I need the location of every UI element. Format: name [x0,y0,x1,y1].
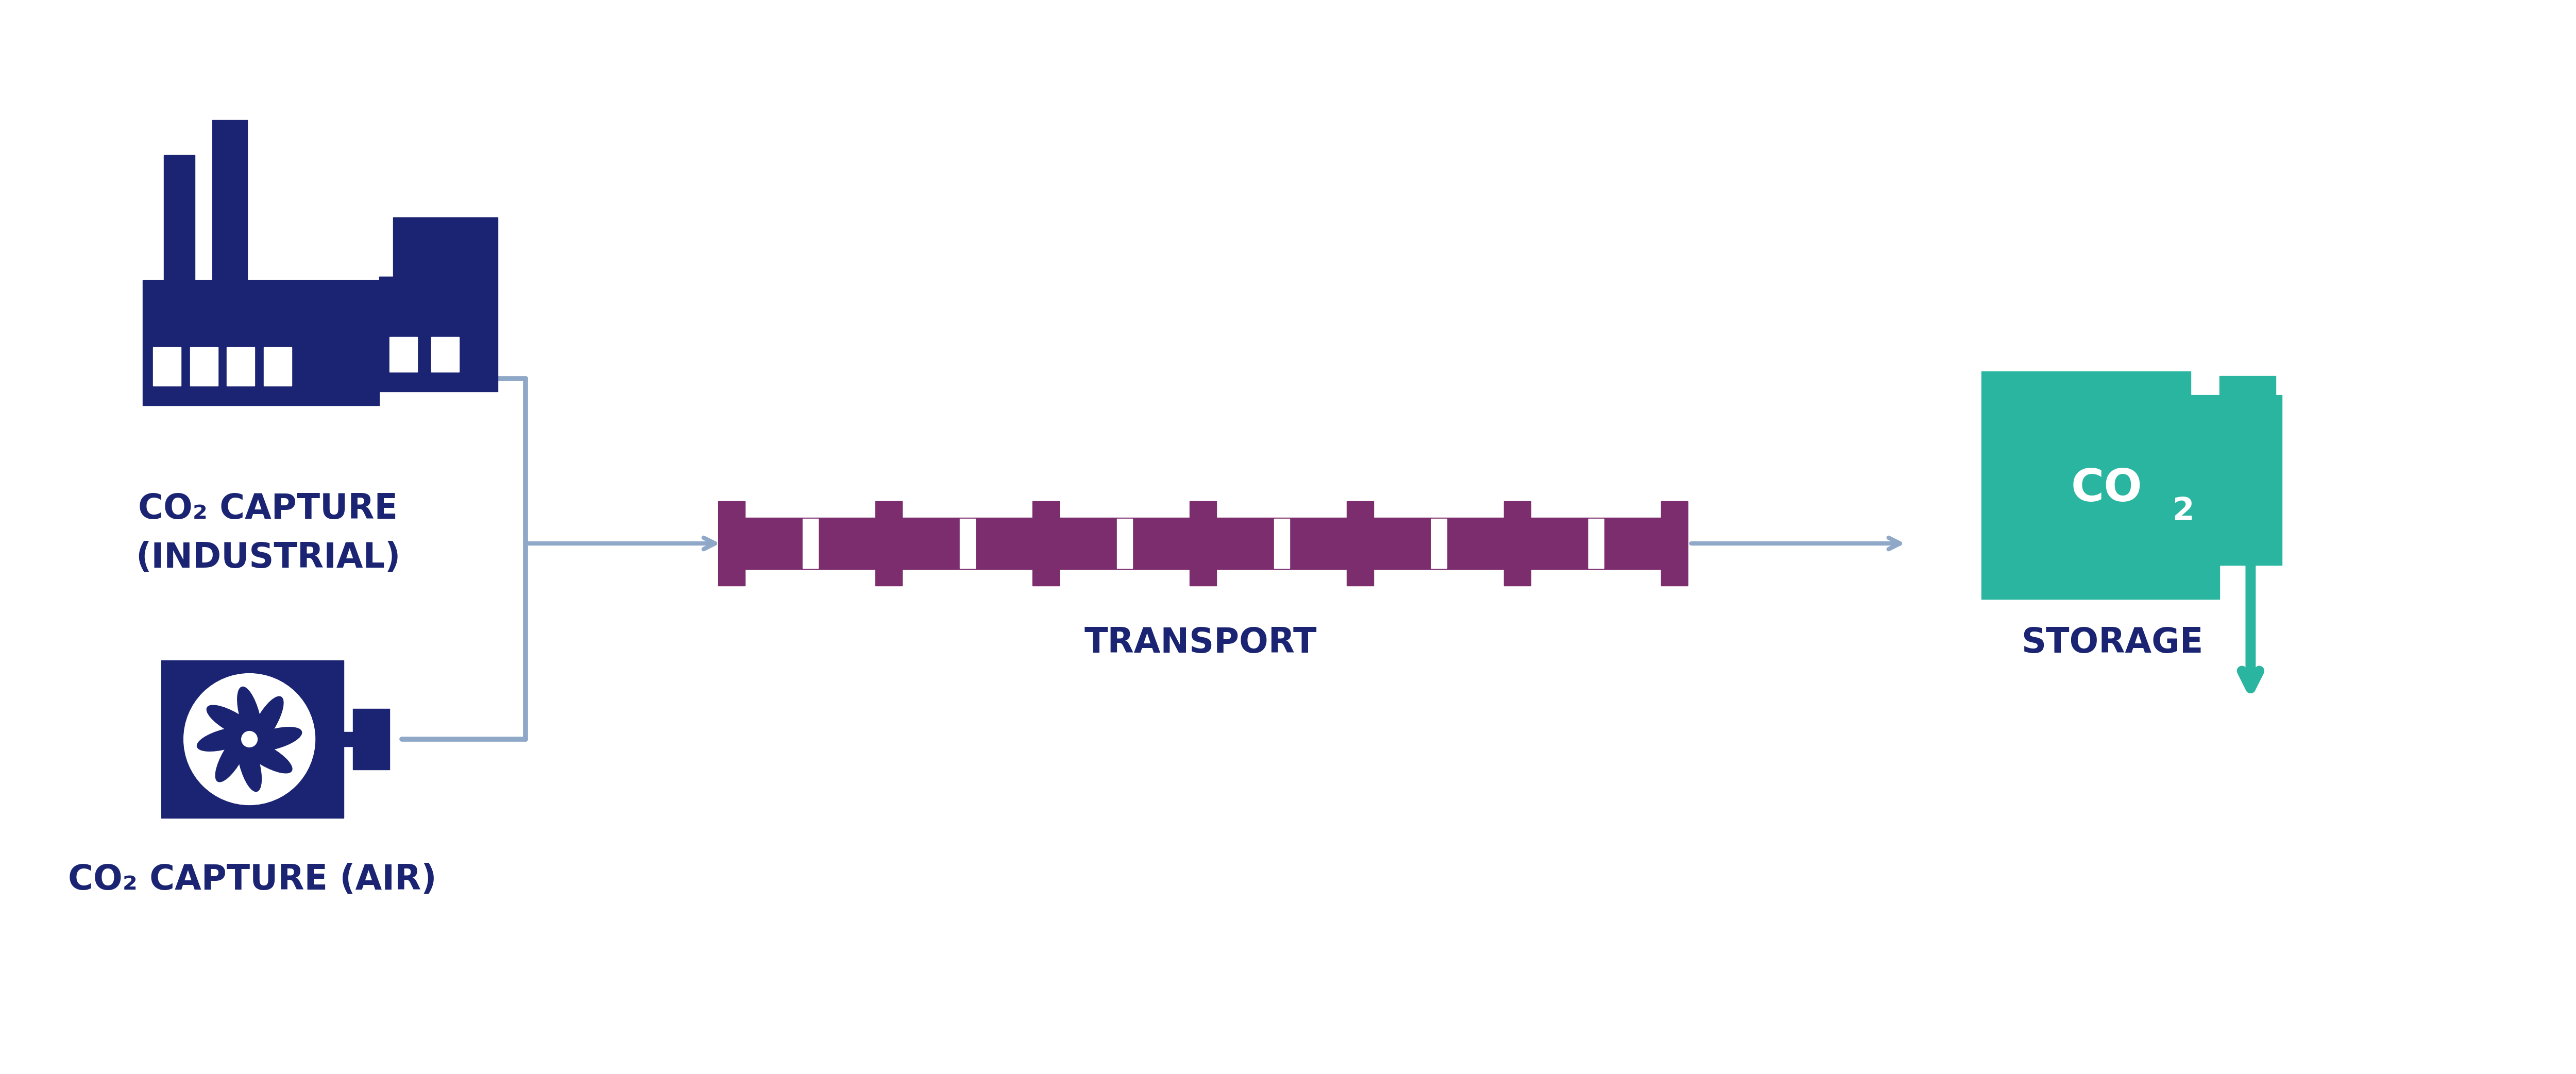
Bar [353,709,389,770]
Bar [1190,502,1216,585]
Bar [343,731,353,746]
Text: STORAGE: STORAGE [2022,626,2202,659]
Ellipse shape [216,731,250,782]
Bar [227,347,255,386]
Bar [263,347,291,386]
Bar [394,217,497,238]
Bar [142,280,379,405]
Bar [1504,502,1530,585]
Circle shape [183,673,314,804]
Bar [1118,519,1133,568]
Text: CO₂ CAPTURE: CO₂ CAPTURE [139,492,397,526]
Bar [394,238,497,276]
Ellipse shape [245,727,301,751]
Bar [732,518,1674,569]
Text: TRANSPORT: TRANSPORT [1084,626,1316,659]
Bar [2215,449,2226,471]
Bar [379,294,497,391]
Ellipse shape [198,727,252,751]
Bar [1033,502,1059,585]
Bar [804,519,819,568]
Bar [1432,519,1448,568]
Text: (INDUSTRIAL): (INDUSTRIAL) [137,541,399,575]
Bar [1275,519,1291,568]
Ellipse shape [250,697,283,748]
Bar [2221,376,2275,395]
Bar [2221,395,2282,565]
Text: CO: CO [2071,467,2143,510]
Bar [430,337,459,372]
Circle shape [242,731,258,748]
Bar [1981,395,2221,599]
Bar [1589,519,1605,568]
Bar [379,276,497,294]
Bar [162,661,343,818]
Text: CO₂ CAPTURE (AIR): CO₂ CAPTURE (AIR) [67,862,438,897]
Bar [152,347,180,386]
Text: 2: 2 [2172,496,2195,526]
Bar [211,120,247,280]
Bar [389,337,417,372]
Ellipse shape [242,740,291,773]
Bar [1662,502,1687,585]
Bar [1981,372,2190,395]
Bar [1347,502,1373,585]
Bar [719,502,744,585]
Ellipse shape [237,687,260,743]
Bar [191,347,219,386]
Bar [165,155,196,280]
Ellipse shape [237,736,260,792]
Ellipse shape [206,706,258,739]
Bar [961,519,976,568]
Bar [876,502,902,585]
